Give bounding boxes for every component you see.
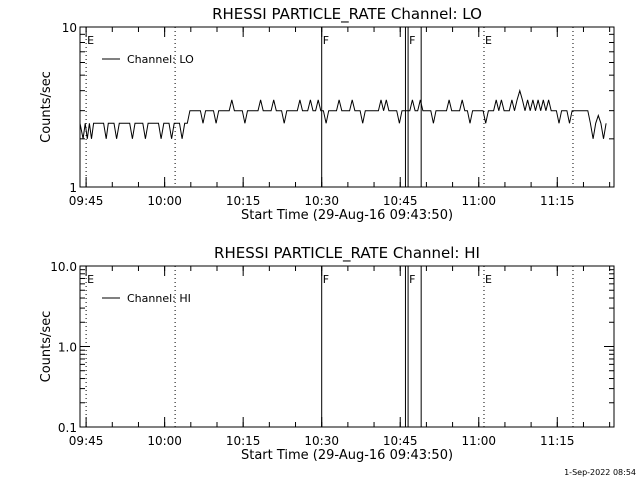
y-tick-label: 1 <box>69 181 77 195</box>
x-tick-label: 10:15 <box>226 434 261 448</box>
x-tick-label: 10:00 <box>147 194 182 208</box>
marker-label: F <box>323 34 329 47</box>
x-tick-label: 09:45 <box>69 194 104 208</box>
chart-title: RHESSI PARTICLE_RATE Channel: HI <box>214 244 480 263</box>
y-axis-label: Counts/sec <box>39 71 54 143</box>
y-tick-label: 0.1 <box>58 421 77 435</box>
marker-label: E <box>87 34 94 47</box>
y-tick-label: 1.0 <box>58 341 77 355</box>
legend-label: Channel: LO <box>127 53 194 66</box>
x-tick-label: 11:00 <box>461 434 496 448</box>
marker-label: E <box>87 273 94 286</box>
x-tick-label: 11:15 <box>540 434 575 448</box>
x-tick-label: 09:45 <box>69 434 104 448</box>
x-tick-label: 11:00 <box>461 194 496 208</box>
marker-label: E <box>485 34 492 47</box>
legend-label: Channel: HI <box>127 292 191 305</box>
y-tick-label: 10 <box>62 21 77 35</box>
x-tick-label: 10:15 <box>226 194 261 208</box>
y-tick-label: 10.0 <box>50 260 77 274</box>
marker-label: F <box>323 273 329 286</box>
panel-2: RHESSI PARTICLE_RATE Channel: HI 0.1 1.0 10… <box>39 244 615 463</box>
x-tick-label: 10:45 <box>383 194 418 208</box>
marker-label: F <box>409 34 415 47</box>
marker-label: F <box>409 273 415 286</box>
x-axis-label: Start Time (29-Aug-16 09:43:50) <box>241 448 453 463</box>
series-line <box>79 88 607 139</box>
x-tick-label: 10:30 <box>304 194 339 208</box>
plot-frame <box>79 265 615 428</box>
x-tick-label: 10:45 <box>383 434 418 448</box>
plot-frame <box>79 26 615 188</box>
x-tick-label: 11:15 <box>540 194 575 208</box>
marker-label: E <box>485 273 492 286</box>
x-tick-label: 10:30 <box>304 434 339 448</box>
x-axis-label: Start Time (29-Aug-16 09:43:50) <box>241 208 453 223</box>
chart-title: RHESSI PARTICLE_RATE Channel: LO <box>212 5 482 24</box>
y-axis-label: Counts/sec <box>39 311 54 383</box>
x-tick-label: 10:00 <box>147 434 182 448</box>
timestamp-footer: 1-Sep-2022 08:54 <box>564 468 636 477</box>
panel-1: RHESSI PARTICLE_RATE Channel: LO 1 10 Count… <box>39 5 615 223</box>
